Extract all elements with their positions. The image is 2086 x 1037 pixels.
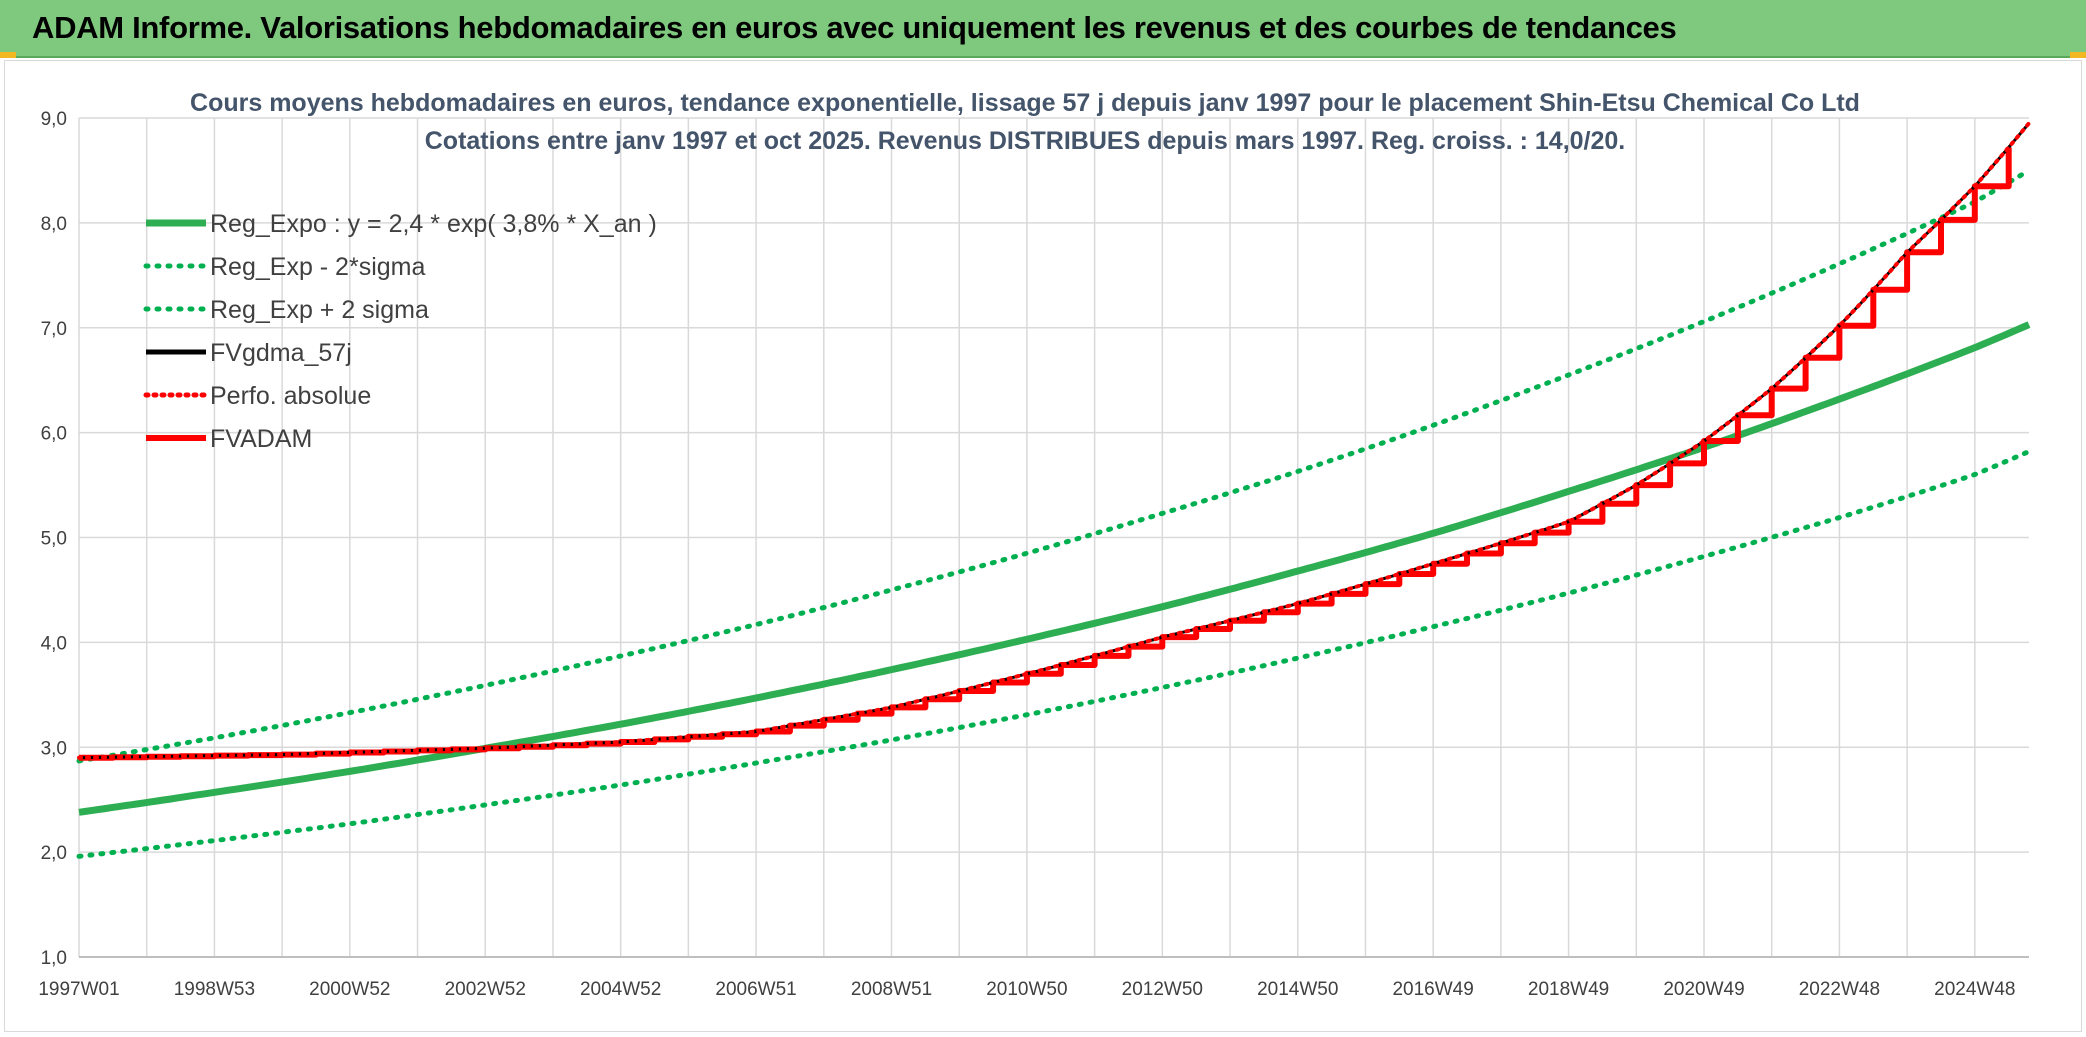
legend-label: Reg_Exp + 2 sigma — [210, 296, 429, 324]
banner-corner-right — [2070, 52, 2086, 58]
y-tick-label: 8,0 — [41, 214, 67, 235]
y-tick-label: 9,0 — [41, 109, 67, 130]
chart-title: Cours moyens hebdomadaires en euros, ten… — [190, 89, 1860, 117]
legend: Reg_Expo : y = 2,4 * exp( 3,8% * X_an ) R… — [143, 210, 657, 453]
series-line-5 — [79, 147, 2012, 761]
series-line-0 — [78, 321, 2031, 816]
x-tick-label: 2024W48 — [1934, 979, 2015, 1000]
chart-canvas: 1,0 2,0 3,0 4,0 5,0 6,0 7,0 8,0 9,0 1997W01 1998W… — [38, 89, 2032, 1000]
x-tick-label: 1998W53 — [174, 979, 255, 1000]
x-tick-label: 2002W52 — [445, 979, 526, 1000]
legend-label: Reg_Expo : y = 2,4 * exp( 3,8% * X_an ) — [210, 210, 657, 238]
x-tick-label: 2012W50 — [1122, 979, 1203, 1000]
x-tick-label: 2016W49 — [1392, 979, 1473, 1000]
chart-frame: 1,0 2,0 3,0 4,0 5,0 6,0 7,0 8,0 9,0 1997W01 1998W… — [4, 60, 2082, 1032]
y-axis: 1,0 2,0 3,0 4,0 5,0 6,0 7,0 8,0 9,0 — [41, 109, 67, 969]
x-tick-label: 2020W49 — [1663, 979, 1744, 1000]
x-tick-label: 2006W51 — [715, 979, 796, 1000]
legend-label: FVADAM — [210, 425, 312, 453]
plot-area — [76, 121, 2032, 859]
series-line-1 — [76, 449, 2032, 859]
y-tick-label: 1,0 — [41, 948, 67, 969]
x-tick-label: 2000W52 — [309, 979, 390, 1000]
x-tick-label: 2008W51 — [851, 979, 932, 1000]
x-tick-label: 1997W01 — [38, 979, 119, 1000]
report-banner: ADAM Informe. Valorisations hebdomadaire… — [0, 0, 2086, 58]
y-tick-label: 3,0 — [41, 738, 67, 759]
x-tick-label: 2018W49 — [1528, 979, 1609, 1000]
y-tick-label: 5,0 — [41, 529, 67, 550]
y-tick-label: 6,0 — [41, 424, 67, 445]
y-tick-label: 2,0 — [41, 843, 67, 864]
legend-label: FVgdma_57j — [210, 339, 352, 367]
x-tick-label: 2004W52 — [580, 979, 661, 1000]
banner-corner-left — [0, 52, 16, 58]
series-line-4 — [77, 121, 2031, 760]
legend-label: Reg_Exp - 2*sigma — [210, 253, 425, 281]
x-tick-label: 2014W50 — [1257, 979, 1338, 1000]
chart-subtitle: Cotations entre janv 1997 et oct 2025. R… — [425, 127, 1626, 155]
y-tick-label: 4,0 — [41, 633, 67, 654]
x-tick-label: 2010W50 — [986, 979, 1067, 1000]
report-title: ADAM Informe. Valorisations hebdomadaire… — [32, 10, 1677, 45]
x-tick-label: 2022W48 — [1799, 979, 1880, 1000]
y-tick-label: 7,0 — [41, 319, 67, 340]
gridlines — [78, 117, 2029, 958]
x-axis: 1997W01 1998W53 2000W52 2002W52 2004W52 2006W… — [38, 979, 2015, 1000]
series-line-2 — [76, 167, 2032, 764]
legend-label: Perfo. absolue — [210, 382, 371, 410]
